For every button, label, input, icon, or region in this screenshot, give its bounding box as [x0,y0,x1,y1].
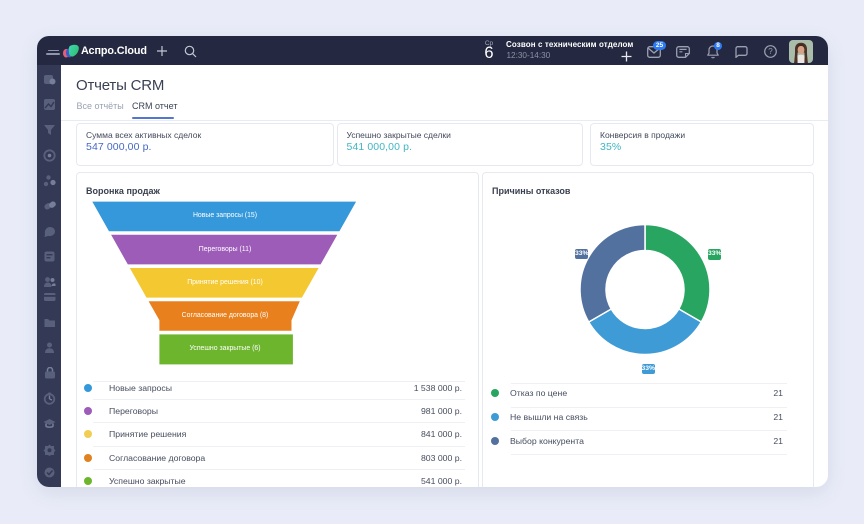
svg-text:?: ? [768,47,773,56]
